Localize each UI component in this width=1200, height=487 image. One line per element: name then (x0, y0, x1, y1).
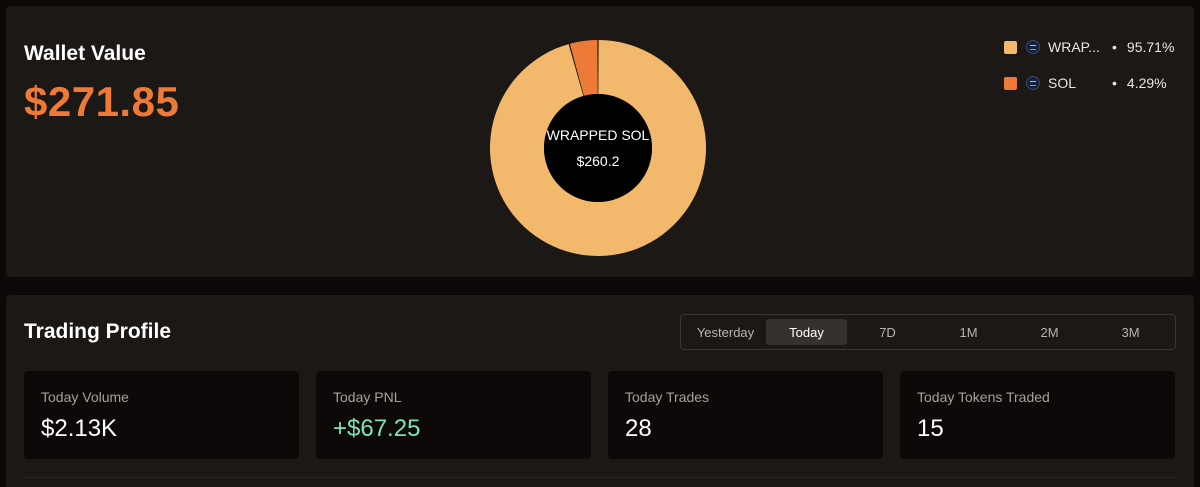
stat-card-volume: Today Volume $2.13K (24, 371, 299, 459)
allocation-donut-chart: WRAPPED SOL $260.2 (490, 40, 706, 256)
tab-7d[interactable]: 7D (879, 324, 896, 340)
legend-item-wrapped-sol[interactable]: WRAP... • 95.71% (1002, 38, 1192, 56)
stat-label: Today Trades (625, 389, 710, 405)
legend-item-sol[interactable]: SOL • 4.29% (1002, 74, 1192, 92)
donut-slice-wrapped-sol[interactable] (490, 40, 706, 256)
trading-profile-title: Trading Profile (24, 320, 172, 343)
donut-svg (490, 40, 706, 256)
legend-swatch (1004, 40, 1017, 54)
legend-item-name: WRAP... (1048, 39, 1100, 55)
tab-3m[interactable]: 3M (1121, 324, 1140, 340)
trading-profile-panel: Trading Profile Yesterday Today 7D 1M 2M… (6, 295, 1194, 487)
stat-card-pnl: Today PNL +$67.25 (316, 371, 591, 459)
stat-value: +$67.25 (333, 415, 421, 442)
wallet-value-title: Wallet Value (24, 42, 146, 65)
tab-today[interactable]: Today (766, 319, 847, 345)
stat-value: 28 (625, 415, 652, 442)
tab-yesterday[interactable]: Yesterday (696, 324, 755, 340)
stat-card-tokens-traded: Today Tokens Traded 15 (900, 371, 1175, 459)
legend-item-percent: 4.29% (1126, 75, 1167, 91)
donut-hole (544, 94, 652, 202)
donut-slice-sol[interactable] (569, 40, 598, 96)
stat-label: Today Tokens Traded (917, 389, 1050, 405)
legend-swatch (1004, 76, 1017, 90)
allocation-legend: WRAP... • 95.71% SOL • 4.29% (1002, 38, 1192, 110)
time-range-tabs: Yesterday Today 7D 1M 2M 3M (680, 314, 1176, 350)
stat-value: $2.13K (41, 415, 118, 442)
legend-bullet: • (1112, 39, 1117, 55)
divider (24, 477, 1176, 478)
stat-value: 15 (917, 415, 944, 442)
legend-item-percent: 95.71% (1126, 39, 1175, 55)
legend-bullet: • (1112, 75, 1117, 91)
solana-token-icon (1026, 40, 1040, 54)
stat-label: Today Volume (41, 389, 129, 405)
wallet-value-amount: $271.85 (24, 78, 180, 125)
donut-center-name: WRAPPED SOL (546, 127, 650, 143)
wallet-value-panel: Wallet Value $271.85 WRAPPED SOL $260.2 … (6, 6, 1194, 277)
tab-1m[interactable]: 1M (959, 324, 978, 340)
solana-token-icon (1026, 76, 1040, 90)
stat-label: Today PNL (333, 389, 402, 405)
tab-2m[interactable]: 2M (1040, 324, 1059, 340)
donut-center: WRAPPED SOL $260.2 (490, 40, 706, 256)
stat-card-trades: Today Trades 28 (608, 371, 883, 459)
legend-item-name: SOL (1048, 75, 1077, 91)
donut-center-value: $260.2 (576, 153, 620, 169)
